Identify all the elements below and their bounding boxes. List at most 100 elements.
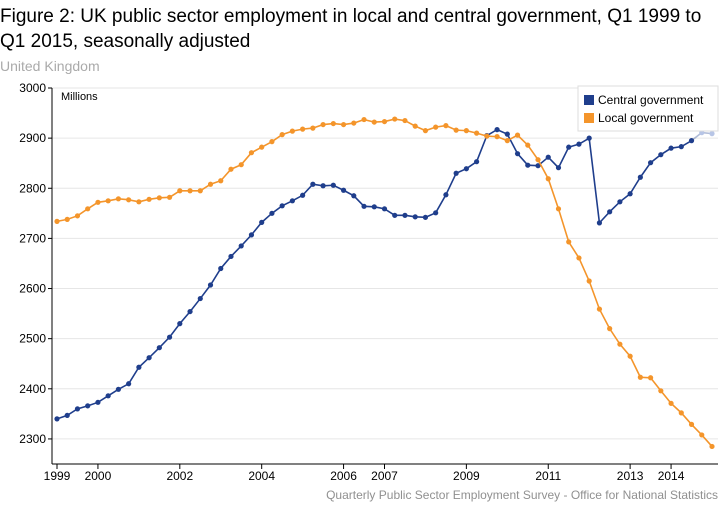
- data-point[interactable]: [115, 196, 122, 202]
- data-point[interactable]: [74, 406, 81, 412]
- data-point[interactable]: [688, 421, 695, 427]
- data-point[interactable]: [85, 206, 91, 212]
- data-point[interactable]: [197, 295, 203, 302]
- data-point[interactable]: [443, 192, 449, 198]
- data-point[interactable]: [607, 209, 613, 215]
- data-point[interactable]: [351, 193, 357, 199]
- data-point[interactable]: [525, 142, 531, 148]
- data-point[interactable]: [617, 199, 623, 205]
- data-point[interactable]: [269, 210, 275, 216]
- data-point[interactable]: [678, 144, 684, 150]
- data-point[interactable]: [525, 162, 531, 168]
- data-point[interactable]: [453, 127, 459, 133]
- data-point[interactable]: [566, 144, 572, 150]
- data-point[interactable]: [351, 120, 357, 126]
- data-point[interactable]: [218, 265, 224, 272]
- data-point[interactable]: [402, 212, 408, 218]
- data-point[interactable]: [146, 196, 152, 202]
- data-point[interactable]: [279, 203, 285, 209]
- data-point[interactable]: [627, 191, 633, 197]
- data-point[interactable]: [576, 141, 582, 147]
- data-point[interactable]: [381, 206, 388, 212]
- data-point[interactable]: [64, 412, 70, 418]
- data-point[interactable]: [177, 321, 183, 327]
- data-point[interactable]: [207, 282, 214, 288]
- data-point[interactable]: [300, 192, 306, 198]
- data-point[interactable]: [586, 135, 592, 141]
- data-point[interactable]: [484, 133, 490, 139]
- data-point[interactable]: [228, 166, 234, 172]
- data-point[interactable]: [54, 218, 60, 224]
- data-point[interactable]: [330, 182, 336, 188]
- data-point[interactable]: [269, 139, 275, 145]
- data-point[interactable]: [627, 353, 633, 359]
- data-point[interactable]: [463, 128, 469, 134]
- data-point[interactable]: [709, 131, 715, 137]
- data-point[interactable]: [156, 195, 162, 201]
- data-point[interactable]: [668, 145, 674, 151]
- data-point[interactable]: [126, 381, 132, 387]
- data-point[interactable]: [207, 181, 214, 187]
- data-point[interactable]: [95, 399, 101, 405]
- data-point[interactable]: [300, 126, 306, 132]
- data-point[interactable]: [248, 232, 255, 238]
- data-point[interactable]: [197, 188, 203, 194]
- data-point[interactable]: [688, 138, 695, 144]
- data-point[interactable]: [115, 386, 122, 392]
- data-point[interactable]: [422, 214, 429, 220]
- data-point[interactable]: [166, 334, 173, 340]
- data-point[interactable]: [463, 166, 469, 172]
- data-point[interactable]: [494, 127, 500, 133]
- data-point[interactable]: [340, 187, 347, 193]
- data-point[interactable]: [238, 162, 244, 168]
- data-point[interactable]: [514, 132, 521, 138]
- data-point[interactable]: [74, 213, 81, 219]
- data-point[interactable]: [126, 197, 132, 203]
- data-point[interactable]: [218, 178, 224, 184]
- data-point[interactable]: [259, 219, 265, 225]
- data-point[interactable]: [647, 375, 654, 381]
- data-point[interactable]: [95, 199, 101, 205]
- data-point[interactable]: [392, 116, 398, 122]
- data-point[interactable]: [340, 121, 347, 128]
- data-point[interactable]: [279, 132, 285, 138]
- data-point[interactable]: [596, 306, 603, 312]
- data-point[interactable]: [248, 150, 255, 156]
- data-point[interactable]: [504, 131, 510, 137]
- data-point[interactable]: [504, 138, 510, 144]
- data-point[interactable]: [535, 157, 541, 163]
- data-point[interactable]: [555, 165, 562, 171]
- data-point[interactable]: [238, 243, 244, 249]
- data-point[interactable]: [637, 374, 643, 380]
- data-point[interactable]: [433, 124, 439, 130]
- data-point[interactable]: [105, 198, 111, 204]
- data-point[interactable]: [187, 308, 193, 315]
- data-point[interactable]: [156, 345, 162, 351]
- data-point[interactable]: [177, 188, 183, 194]
- data-point[interactable]: [647, 160, 654, 166]
- data-point[interactable]: [105, 393, 111, 399]
- data-point[interactable]: [443, 123, 449, 129]
- data-point[interactable]: [474, 130, 480, 136]
- data-point[interactable]: [310, 181, 316, 187]
- data-point[interactable]: [310, 125, 316, 131]
- data-point[interactable]: [136, 364, 142, 370]
- data-point[interactable]: [64, 216, 70, 222]
- data-point[interactable]: [555, 206, 562, 212]
- data-point[interactable]: [166, 194, 173, 200]
- data-point[interactable]: [412, 214, 418, 220]
- data-point[interactable]: [494, 134, 500, 140]
- data-point[interactable]: [453, 170, 459, 176]
- data-point[interactable]: [433, 210, 439, 216]
- data-point[interactable]: [668, 400, 674, 406]
- data-point[interactable]: [607, 326, 613, 332]
- data-point[interactable]: [658, 388, 664, 394]
- data-point[interactable]: [422, 128, 429, 134]
- data-point[interactable]: [658, 152, 664, 158]
- data-point[interactable]: [289, 198, 295, 204]
- data-point[interactable]: [566, 239, 572, 245]
- data-point[interactable]: [637, 174, 643, 180]
- data-point[interactable]: [699, 432, 705, 438]
- data-point[interactable]: [371, 204, 377, 210]
- data-point[interactable]: [535, 163, 541, 169]
